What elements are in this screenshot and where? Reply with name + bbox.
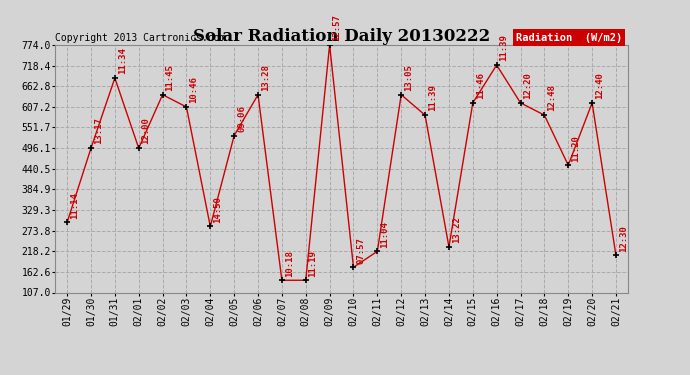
Text: 14:50: 14:50 <box>213 196 222 223</box>
Text: 09:06: 09:06 <box>237 105 246 132</box>
Text: Copyright 2013 Cartronics.com: Copyright 2013 Cartronics.com <box>55 33 226 42</box>
Text: 12:30: 12:30 <box>619 225 628 252</box>
Title: Solar Radiation Daily 20130222: Solar Radiation Daily 20130222 <box>193 28 490 45</box>
Text: 13:28: 13:28 <box>261 64 270 91</box>
Text: 12:48: 12:48 <box>547 84 556 111</box>
Text: 07:57: 07:57 <box>356 237 365 264</box>
Text: 11:39: 11:39 <box>428 84 437 111</box>
Text: 12:20: 12:20 <box>524 72 533 99</box>
Text: 12:00: 12:00 <box>141 118 150 144</box>
Text: 13:22: 13:22 <box>452 216 461 243</box>
Text: 11:19: 11:19 <box>308 250 317 276</box>
Text: 13:05: 13:05 <box>404 64 413 91</box>
Text: 11:20: 11:20 <box>571 135 580 162</box>
Text: 10:46: 10:46 <box>189 76 198 103</box>
Text: 12:57: 12:57 <box>333 14 342 41</box>
Text: 11:39: 11:39 <box>500 34 509 62</box>
Text: 10:18: 10:18 <box>285 250 294 276</box>
Text: 13:17: 13:17 <box>94 118 103 144</box>
Text: 11:04: 11:04 <box>380 221 389 248</box>
Text: Radiation  (W/m2): Radiation (W/m2) <box>516 33 622 42</box>
Text: 11:34: 11:34 <box>118 48 127 74</box>
Text: 11:45: 11:45 <box>166 64 175 91</box>
Text: 12:40: 12:40 <box>595 72 604 99</box>
Text: 11:46: 11:46 <box>475 72 484 99</box>
Text: 11:14: 11:14 <box>70 192 79 219</box>
